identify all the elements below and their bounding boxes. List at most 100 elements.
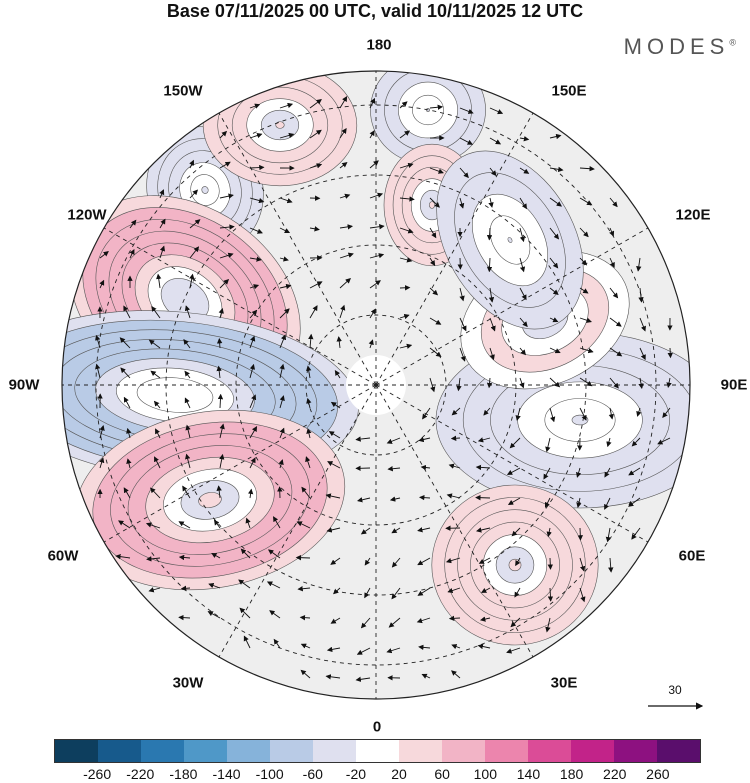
anomaly-high-atlantic: [74, 409, 346, 591]
wind-arrow: [429, 257, 436, 266]
wind-arrow: [451, 407, 461, 416]
wind-arrow: [218, 307, 224, 319]
colorbar-bin: [98, 740, 141, 762]
wind-arrow: [309, 99, 322, 109]
wind-arrow: [388, 617, 401, 628]
wind-arrow: [153, 400, 161, 409]
meridian-line: [98, 384, 377, 546]
wind-arrow: [306, 365, 312, 379]
map-title: Base 07/11/2025 00 UTC, valid 10/11/2025…: [166, 1, 584, 21]
wind-arrow: [519, 317, 528, 328]
wind-arrow: [309, 129, 322, 139]
colorbar-bin: [141, 740, 184, 762]
colorbar-tick-label: -180: [169, 766, 198, 782]
wind-arrow: [213, 519, 221, 529]
wind-arrow: [360, 617, 371, 629]
wind-arrow: [301, 486, 311, 499]
wind-arrow: [245, 517, 251, 529]
wind-arrow: [159, 245, 166, 259]
wind-arrow: [178, 614, 191, 621]
wind-arrow: [333, 587, 341, 595]
wind-arrow: [549, 317, 559, 323]
wind-arrow: [476, 527, 491, 533]
wind-arrow: [266, 581, 281, 589]
wind-arrow: [549, 407, 556, 423]
wind-arrow: [336, 336, 342, 349]
wind-arrow: [389, 496, 401, 502]
wind-arrow: [579, 377, 593, 387]
wind-arrow: [483, 407, 491, 416]
wind-arrow: [609, 347, 623, 357]
wind-arrow: [360, 527, 371, 535]
wind-arrow: [387, 466, 401, 472]
colorbar-tick-label: 180: [559, 766, 584, 782]
wind-arrow: [399, 130, 411, 139]
meridian-line: [375, 224, 654, 386]
wind-arrow: [609, 377, 619, 389]
wind-arrow: [429, 377, 436, 393]
wind-arrow: [657, 437, 671, 445]
wind-arrow: [155, 428, 161, 439]
wind-arrow: [219, 278, 230, 289]
wind-arrow: [339, 127, 347, 139]
latitude-circle: [305, 314, 447, 456]
wind-arrow: [184, 397, 191, 409]
wind-arrow: [327, 461, 341, 469]
wind-arrow: [489, 347, 495, 361]
wind-arrow: [279, 283, 292, 290]
wind-arrow: [489, 107, 504, 115]
wind-arrow: [429, 227, 437, 239]
wind-arrow: [339, 96, 348, 109]
label-90w: 90W: [8, 376, 40, 394]
wind-arrow: [126, 458, 132, 469]
wind-arrow: [549, 377, 561, 388]
colorbar-tick-label: -100: [255, 766, 284, 782]
wind-arrow: [249, 394, 257, 409]
wind-arrow: [279, 363, 285, 379]
wind-arrow: [486, 257, 493, 273]
wind-arrow: [123, 487, 131, 499]
wind-arrow: [545, 437, 551, 453]
wind-arrow: [429, 287, 439, 296]
wind-arrow: [450, 435, 461, 441]
wind-arrow: [123, 396, 131, 409]
wind-arrow: [189, 273, 195, 289]
wind-arrow: [399, 343, 413, 349]
colorbar-bin: [485, 740, 528, 762]
wind-arrow: [355, 436, 371, 442]
wind-arrow: [150, 370, 161, 379]
wind-arrow: [488, 197, 494, 208]
wind-arrow: [459, 137, 473, 145]
wind-arrow: [219, 193, 234, 199]
wind-arrow: [609, 257, 615, 269]
wind-arrow: [216, 338, 223, 349]
wind-arrow: [149, 487, 161, 499]
wind-arrow: [243, 635, 251, 649]
wind-arrow: [189, 189, 199, 199]
wind-arrow: [326, 646, 341, 653]
wind-arrow: [639, 347, 646, 361]
wind-arrow: [549, 166, 564, 173]
wind-arrow: [579, 165, 595, 172]
wind-arrow: [123, 305, 131, 319]
wind-arrow: [249, 164, 265, 171]
wind-arrow: [579, 407, 587, 421]
wind-arrow: [249, 197, 265, 204]
wind-arrow: [446, 493, 461, 499]
meridian-line: [375, 384, 537, 663]
wind-arrow: [219, 130, 228, 139]
meridian-line: [215, 384, 377, 663]
wind-arrow: [154, 456, 161, 469]
wind-arrow: [515, 407, 521, 421]
wind-arrow: [639, 317, 646, 332]
wind-arrow: [545, 617, 551, 633]
wind-arrow: [638, 377, 644, 389]
colorbar-bin: [614, 740, 657, 762]
wind-arrow: [184, 305, 191, 319]
wind-arrow: [386, 647, 401, 654]
wind-arrow: [609, 287, 619, 299]
wind-arrow: [306, 428, 312, 439]
wind-arrow: [519, 197, 527, 210]
colorbar-bin: [528, 740, 571, 762]
wind-arrow: [216, 485, 222, 499]
